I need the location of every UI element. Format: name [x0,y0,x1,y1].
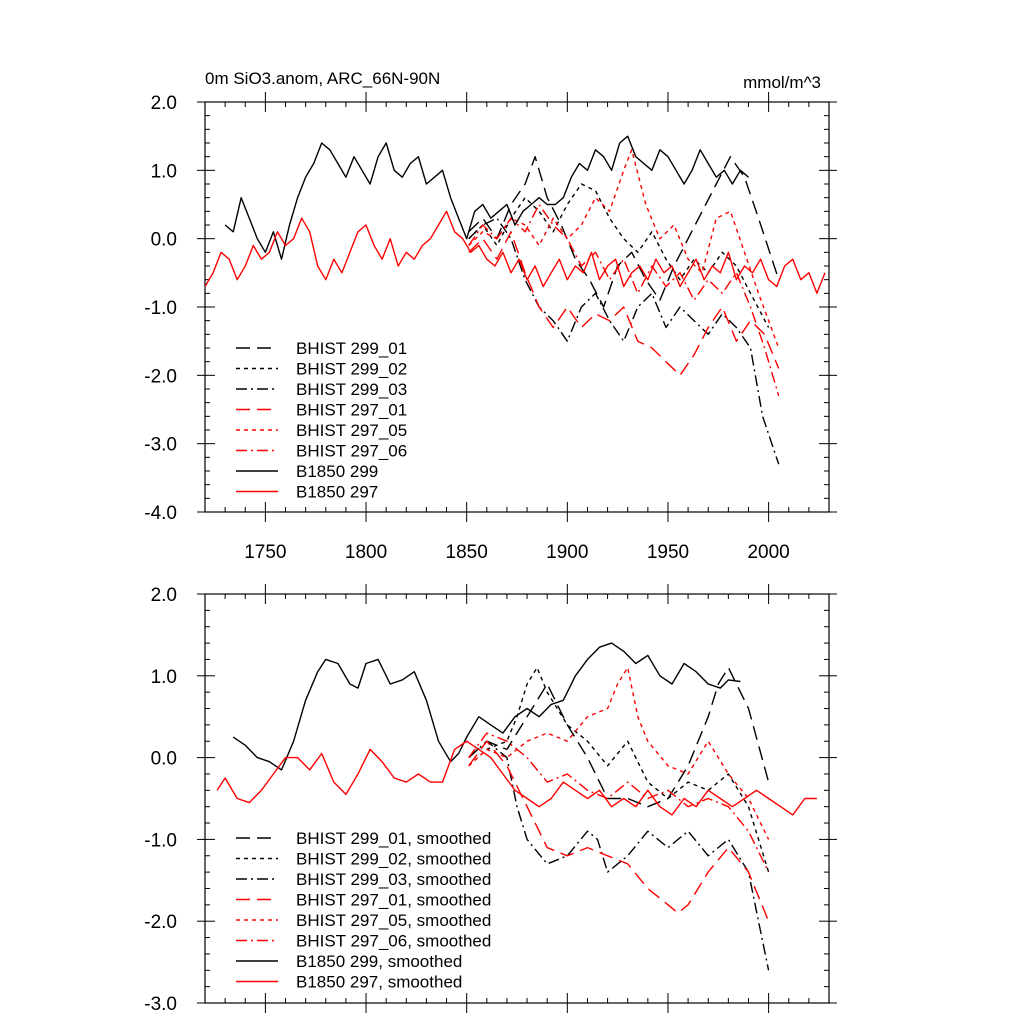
legend-label: BHIST 299_03 [296,380,407,399]
legend-label: BHIST 297_06 [296,442,407,461]
chart-title: 0m SiO3.anom, ARC_66N-90N [205,69,440,88]
x-tick-label: 2000 [747,542,789,563]
series-line-3 [468,217,780,465]
series-line-4 [468,740,770,922]
series-line-6 [468,732,770,873]
legend-label: BHIST 299_01 [296,339,407,358]
series-line-1 [468,666,770,808]
legend-label: BHIST 299_02, smoothed [296,850,491,869]
legend-label: B1850 299, smoothed [296,952,462,971]
y-tick-label: -3.0 [144,435,177,456]
units-label: mmol/m^3 [743,73,821,92]
y-tick-label: -1.0 [144,830,177,851]
legend-label: BHIST 299_01, smoothed [296,829,491,848]
legend-label: B1850 299 [296,462,378,481]
y-tick-label: 0.0 [151,230,177,251]
y-tick-label: 1.0 [151,667,177,688]
legend-label: BHIST 297_01 [296,401,407,420]
y-tick-label: -4.0 [144,503,177,524]
y-tick-label: -2.0 [144,912,177,933]
series-line-7 [232,642,741,771]
legend-label: BHIST 297_05, smoothed [296,911,491,930]
series-line-4 [468,231,780,376]
series-line-2 [468,183,770,328]
y-tick-label: 2.0 [151,585,177,606]
x-tick-label: 1750 [244,542,286,563]
legend: BHIST 299_01, smoothed BHIST 299_02, smoo… [236,829,491,992]
y-tick-label: -1.0 [144,298,177,319]
y-tick-label: -3.0 [144,994,177,1015]
legend-label: BHIST 299_03, smoothed [296,870,491,889]
series-line-8 [205,210,826,294]
x-tick-label: 1800 [345,542,387,563]
series-line-5 [468,149,780,349]
y-tick-label: -2.0 [144,366,177,387]
series-line-6 [468,203,780,396]
x-tick-label: 1900 [546,542,588,563]
y-tick-label: 1.0 [151,161,177,182]
y-tick-label: 2.0 [151,93,177,114]
series-line-2 [468,666,770,873]
x-tick-label: 1850 [446,542,488,563]
series-line-8 [216,740,817,816]
series-line-3 [468,740,770,971]
legend-label: B1850 297 [296,483,378,502]
legend-label: BHIST 299_02 [296,360,407,379]
x-tick-label: 1950 [647,542,689,563]
legend-label: BHIST 297_01, smoothed [296,891,491,910]
series-line-7 [224,135,749,260]
series-line-5 [468,666,770,840]
series-group [216,642,817,971]
legend-label: BHIST 297_06, smoothed [296,932,491,951]
chart-panel-1: 0m SiO3.anom, ARC_66N-90N mmol/m^3 1750 180… [144,69,837,563]
y-tick-label: 0.0 [151,749,177,770]
plot-frame [204,593,830,1004]
legend-label: BHIST 297_05 [296,421,407,440]
series-group [205,135,826,465]
legend-label: B1850 297, smoothed [296,973,462,992]
chart-panel-2: 2.0 1.0 0.0 -1.0 -2.0 -3.0 BHIST 299_01, smoot… [144,584,837,1015]
